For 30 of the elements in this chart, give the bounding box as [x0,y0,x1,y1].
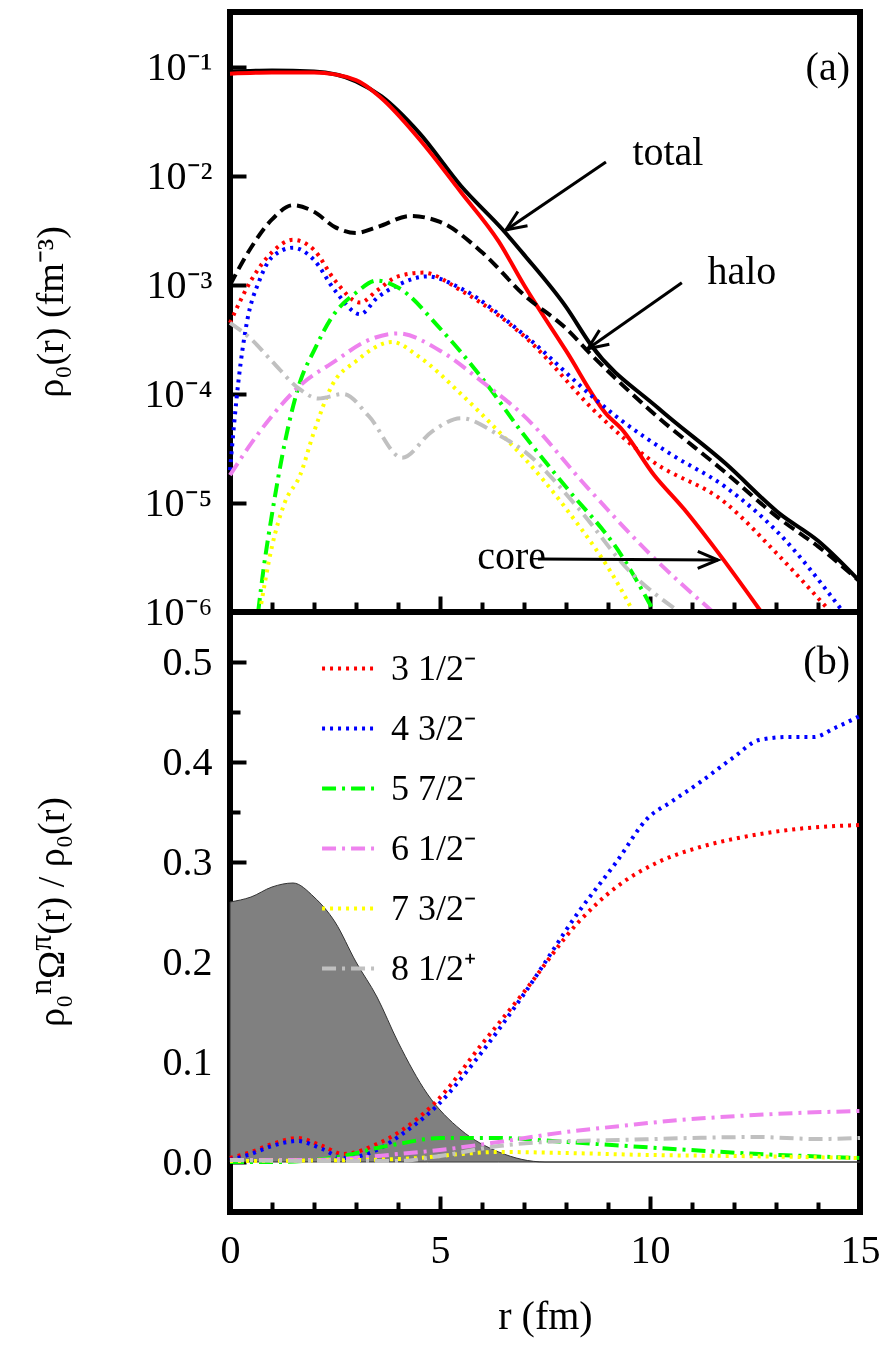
y-tick-label: 0.1 [162,1038,213,1084]
y-tick-label: 0.2 [162,938,213,984]
y-tick-label: 10⁻¹ [146,43,213,89]
y-tick-label: 0.0 [162,1138,213,1184]
annotation: (a) [805,44,850,89]
x-tick-label: 5 [430,1226,451,1272]
legend-label: 8 1/2⁺ [391,947,477,988]
annotation: total [632,128,704,174]
y-tick-label: 10⁻⁴ [144,370,213,416]
legend-label: 4 3/2⁻ [391,707,477,748]
x-tick-label: 15 [840,1226,881,1272]
x-tick-label: 10 [630,1226,671,1272]
legend-label: 5 7/2⁻ [391,767,477,808]
y-tick-label: 10⁻⁶ [144,588,213,634]
y-tick-label: 0.5 [162,638,213,684]
y-tick-label: 10⁻² [146,152,213,198]
line-series [228,823,862,1160]
annotation: (b) [803,638,850,683]
annotation: halo [707,247,777,293]
y-tick-label: 0.4 [162,738,213,784]
y-tick-label: 10⁻³ [146,261,213,307]
legend-label: 3 1/2⁻ [391,647,477,688]
y-tick-label: 10⁻⁵ [144,479,213,525]
legend-label: 6 1/2⁻ [391,827,477,868]
y-axis-title: ρ₀(r) (fm⁻³) [28,226,72,398]
x-tick-label: 0 [220,1226,241,1272]
y-tick-label: 0.3 [162,838,213,884]
x-axis-title: r (fm) [498,1292,593,1338]
legend-label: 7 3/2⁻ [391,887,477,928]
annotation: core [477,533,546,578]
